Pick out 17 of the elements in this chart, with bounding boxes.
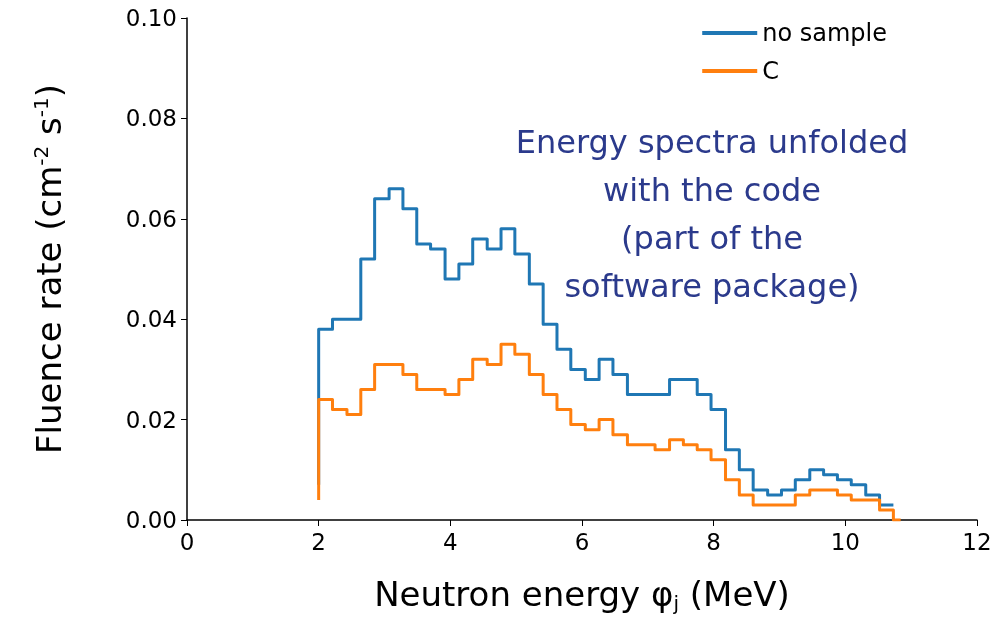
x-tick-label: 10 <box>830 528 860 555</box>
y-tick-label: 0.00 <box>125 507 177 533</box>
x-tick-label: 12 <box>962 528 992 555</box>
x-tick-label: 4 <box>443 528 458 555</box>
legend-label: C <box>762 57 779 85</box>
y-tick-label: 0.02 <box>125 406 177 433</box>
x-tick-label: 0 <box>179 528 195 555</box>
x-tick-label: 2 <box>311 528 326 555</box>
x-tick-label: 8 <box>706 528 721 555</box>
y-axis-title: Fluence rate (cm-2 s-1) <box>29 83 69 455</box>
y-tick-label: 0.10 <box>125 5 177 31</box>
y-tick-label: 0.04 <box>125 306 177 333</box>
x-tick-label: 6 <box>574 528 590 555</box>
y-tick-label: 0.06 <box>125 205 177 232</box>
legend-label: no sample <box>762 19 887 47</box>
y-tick-label: 0.08 <box>125 105 177 132</box>
annotation: Energy spectra unfolded with the code (part of the software package) <box>515 123 909 305</box>
